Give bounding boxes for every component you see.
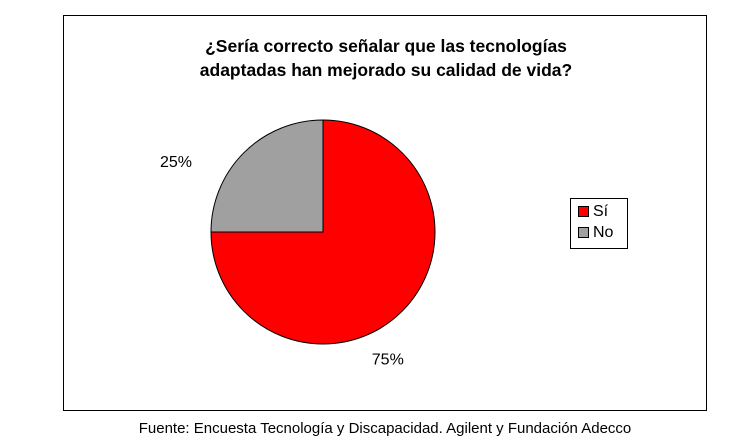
chart-title-line-2: adaptadas han mejorado su calidad de vid…	[199, 60, 573, 80]
pie-slice-no	[210, 119, 324, 233]
chart-title: ¿Sería correcto señalar que las tecnolog…	[64, 34, 708, 82]
legend-swatch-si	[578, 206, 589, 217]
pie-label-no: 25%	[160, 154, 192, 171]
pie-chart: 75% 25%	[160, 119, 436, 369]
chart-legend: Sí No	[570, 198, 628, 249]
legend-label-si: Sí	[593, 202, 609, 220]
chart-frame: ¿Sería correcto señalar que las tecnolog…	[63, 15, 707, 411]
legend-label-no: No	[593, 223, 614, 241]
source-note: Fuente: Encuesta Tecnología y Discapacid…	[138, 420, 632, 437]
chart-title-line-1: ¿Sería correcto señalar que las tecnolog…	[205, 36, 567, 56]
legend-item-si: Sí	[578, 201, 627, 222]
legend-swatch-no	[578, 227, 589, 238]
legend-item-no: No	[578, 222, 627, 243]
pie-label-si: 75%	[372, 352, 404, 369]
